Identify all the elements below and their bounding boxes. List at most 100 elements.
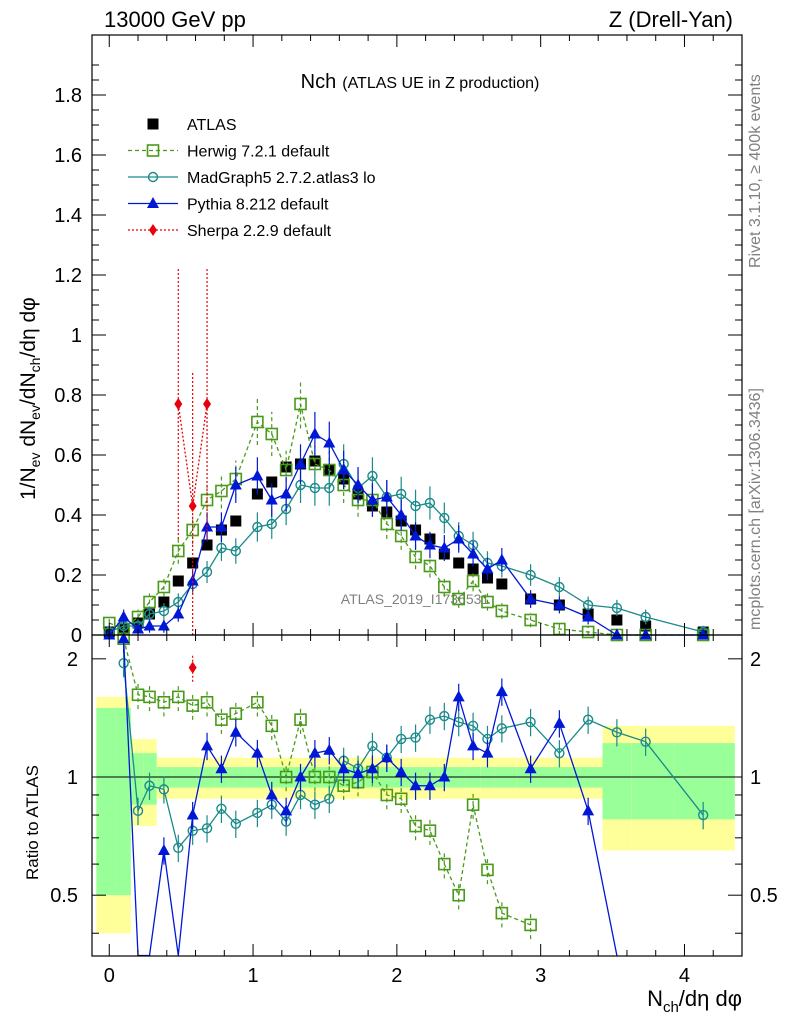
data-point	[157, 619, 170, 631]
ratio-point	[640, 736, 651, 747]
ratio-point	[611, 727, 623, 738]
ratio-point	[132, 805, 144, 817]
x-tick-label: 4	[679, 965, 690, 987]
data-point	[495, 604, 509, 618]
stat-band-green	[602, 743, 632, 820]
data-point	[186, 574, 199, 586]
ratio-point	[395, 733, 407, 745]
legend: ATLAS Herwig 7.2.1 default MadGraph5 2.7.2…	[128, 117, 376, 240]
plot-title-sub: (ATLAS UE in Z production)	[342, 75, 539, 92]
legend-marker	[149, 224, 157, 236]
ratio-point	[395, 765, 408, 777]
ratio-point	[423, 779, 436, 791]
data-point	[524, 592, 537, 604]
ratio-point	[367, 740, 378, 752]
data-point	[554, 581, 565, 593]
y-axis-label: 1/Nev dNev/dNch/dη dφ	[17, 297, 43, 500]
y-tick-label: 1	[71, 325, 82, 347]
ratio-point	[215, 762, 228, 774]
data-point	[324, 482, 335, 494]
ratio-point	[439, 710, 450, 722]
data-point	[410, 500, 421, 512]
data-point	[582, 610, 595, 622]
data-point	[174, 398, 183, 410]
data-point	[266, 518, 277, 530]
ratio-point	[157, 843, 170, 855]
ratio-point	[467, 739, 480, 751]
data-point	[188, 500, 197, 512]
series-pythia	[103, 411, 710, 640]
data-point	[438, 580, 451, 594]
ratio-point	[582, 714, 594, 725]
ratio-point	[294, 770, 307, 782]
data-point	[496, 578, 508, 590]
ratio-sherpa	[188, 654, 197, 682]
data-point	[230, 515, 242, 527]
ratio-frame	[91, 634, 743, 957]
ratio-point	[324, 793, 335, 805]
data-point	[186, 523, 199, 537]
plot-title: Nch (ATLAS UE in Z production)	[301, 71, 540, 93]
ratio-point	[322, 770, 336, 784]
ratio-line	[123, 638, 531, 926]
legend-item: Pythia 8.212 default	[128, 197, 329, 214]
ratio-y-tick-label-right: 2	[750, 649, 761, 671]
ratio-point	[452, 888, 466, 902]
ratio-point	[380, 751, 393, 763]
data-point	[201, 539, 213, 551]
data-point	[409, 529, 422, 541]
ratio-point	[143, 690, 156, 704]
stat-band-green	[96, 707, 117, 896]
ratio-point	[554, 747, 565, 759]
data-point	[640, 611, 651, 623]
legend-marker	[147, 197, 159, 208]
ratio-point	[186, 699, 199, 712]
data-point	[525, 569, 536, 581]
data-point	[251, 469, 264, 481]
ratio-y-tick-label: 2	[67, 649, 78, 671]
data-point	[481, 562, 494, 574]
legend-label: ATLAS	[187, 117, 237, 134]
legend-item: Herwig 7.2.1 default	[128, 144, 330, 161]
ratio-y-tick-label-right: 0.5	[750, 885, 778, 907]
y-tick-label: 1.4	[54, 205, 82, 227]
x-tick-label: 1	[247, 965, 258, 987]
data-point	[308, 427, 321, 439]
data-point	[423, 559, 437, 573]
mcplots-credit-label: mcplots.cern.ch [arXiv:1306.3436]	[747, 388, 764, 630]
data-point	[452, 532, 465, 544]
y-tick-label: 0.2	[54, 565, 82, 587]
data-point	[639, 628, 652, 640]
legend-marker	[147, 118, 159, 130]
data-point	[337, 463, 350, 475]
ratio-point	[201, 823, 213, 834]
ratio-point	[171, 690, 185, 704]
y-tick-label: 0.6	[54, 445, 82, 467]
ratio-point	[252, 807, 263, 819]
ratio-point	[216, 803, 227, 814]
ratio-point	[158, 784, 170, 795]
data-point	[132, 622, 145, 634]
ratio-point	[173, 842, 184, 854]
main-panel	[102, 269, 710, 642]
ratio-point	[251, 695, 264, 709]
rivet-version-label: Rivet 3.1.10, ≥ 400k events	[747, 74, 764, 268]
data-point	[409, 550, 422, 564]
data-point	[216, 542, 227, 554]
ratio-y-axis-label: Ratio to ATLAS	[23, 765, 42, 880]
header-right: Z (Drell-Yan)	[609, 7, 733, 32]
ratio-point	[265, 719, 279, 733]
ratio-point	[230, 818, 242, 829]
data-point	[467, 563, 479, 575]
legend-marker	[147, 171, 159, 183]
header-left: 13000 GeV pp	[104, 7, 246, 32]
data-point	[395, 508, 408, 520]
ratio-point	[424, 714, 436, 725]
data-point	[252, 521, 263, 533]
data-point	[265, 493, 278, 505]
y-tick-label: 0	[71, 625, 82, 647]
ratio-point	[524, 762, 537, 774]
data-point	[352, 478, 365, 490]
ratio-point	[279, 770, 293, 784]
legend-label: Herwig 7.2.1 default	[187, 144, 330, 161]
